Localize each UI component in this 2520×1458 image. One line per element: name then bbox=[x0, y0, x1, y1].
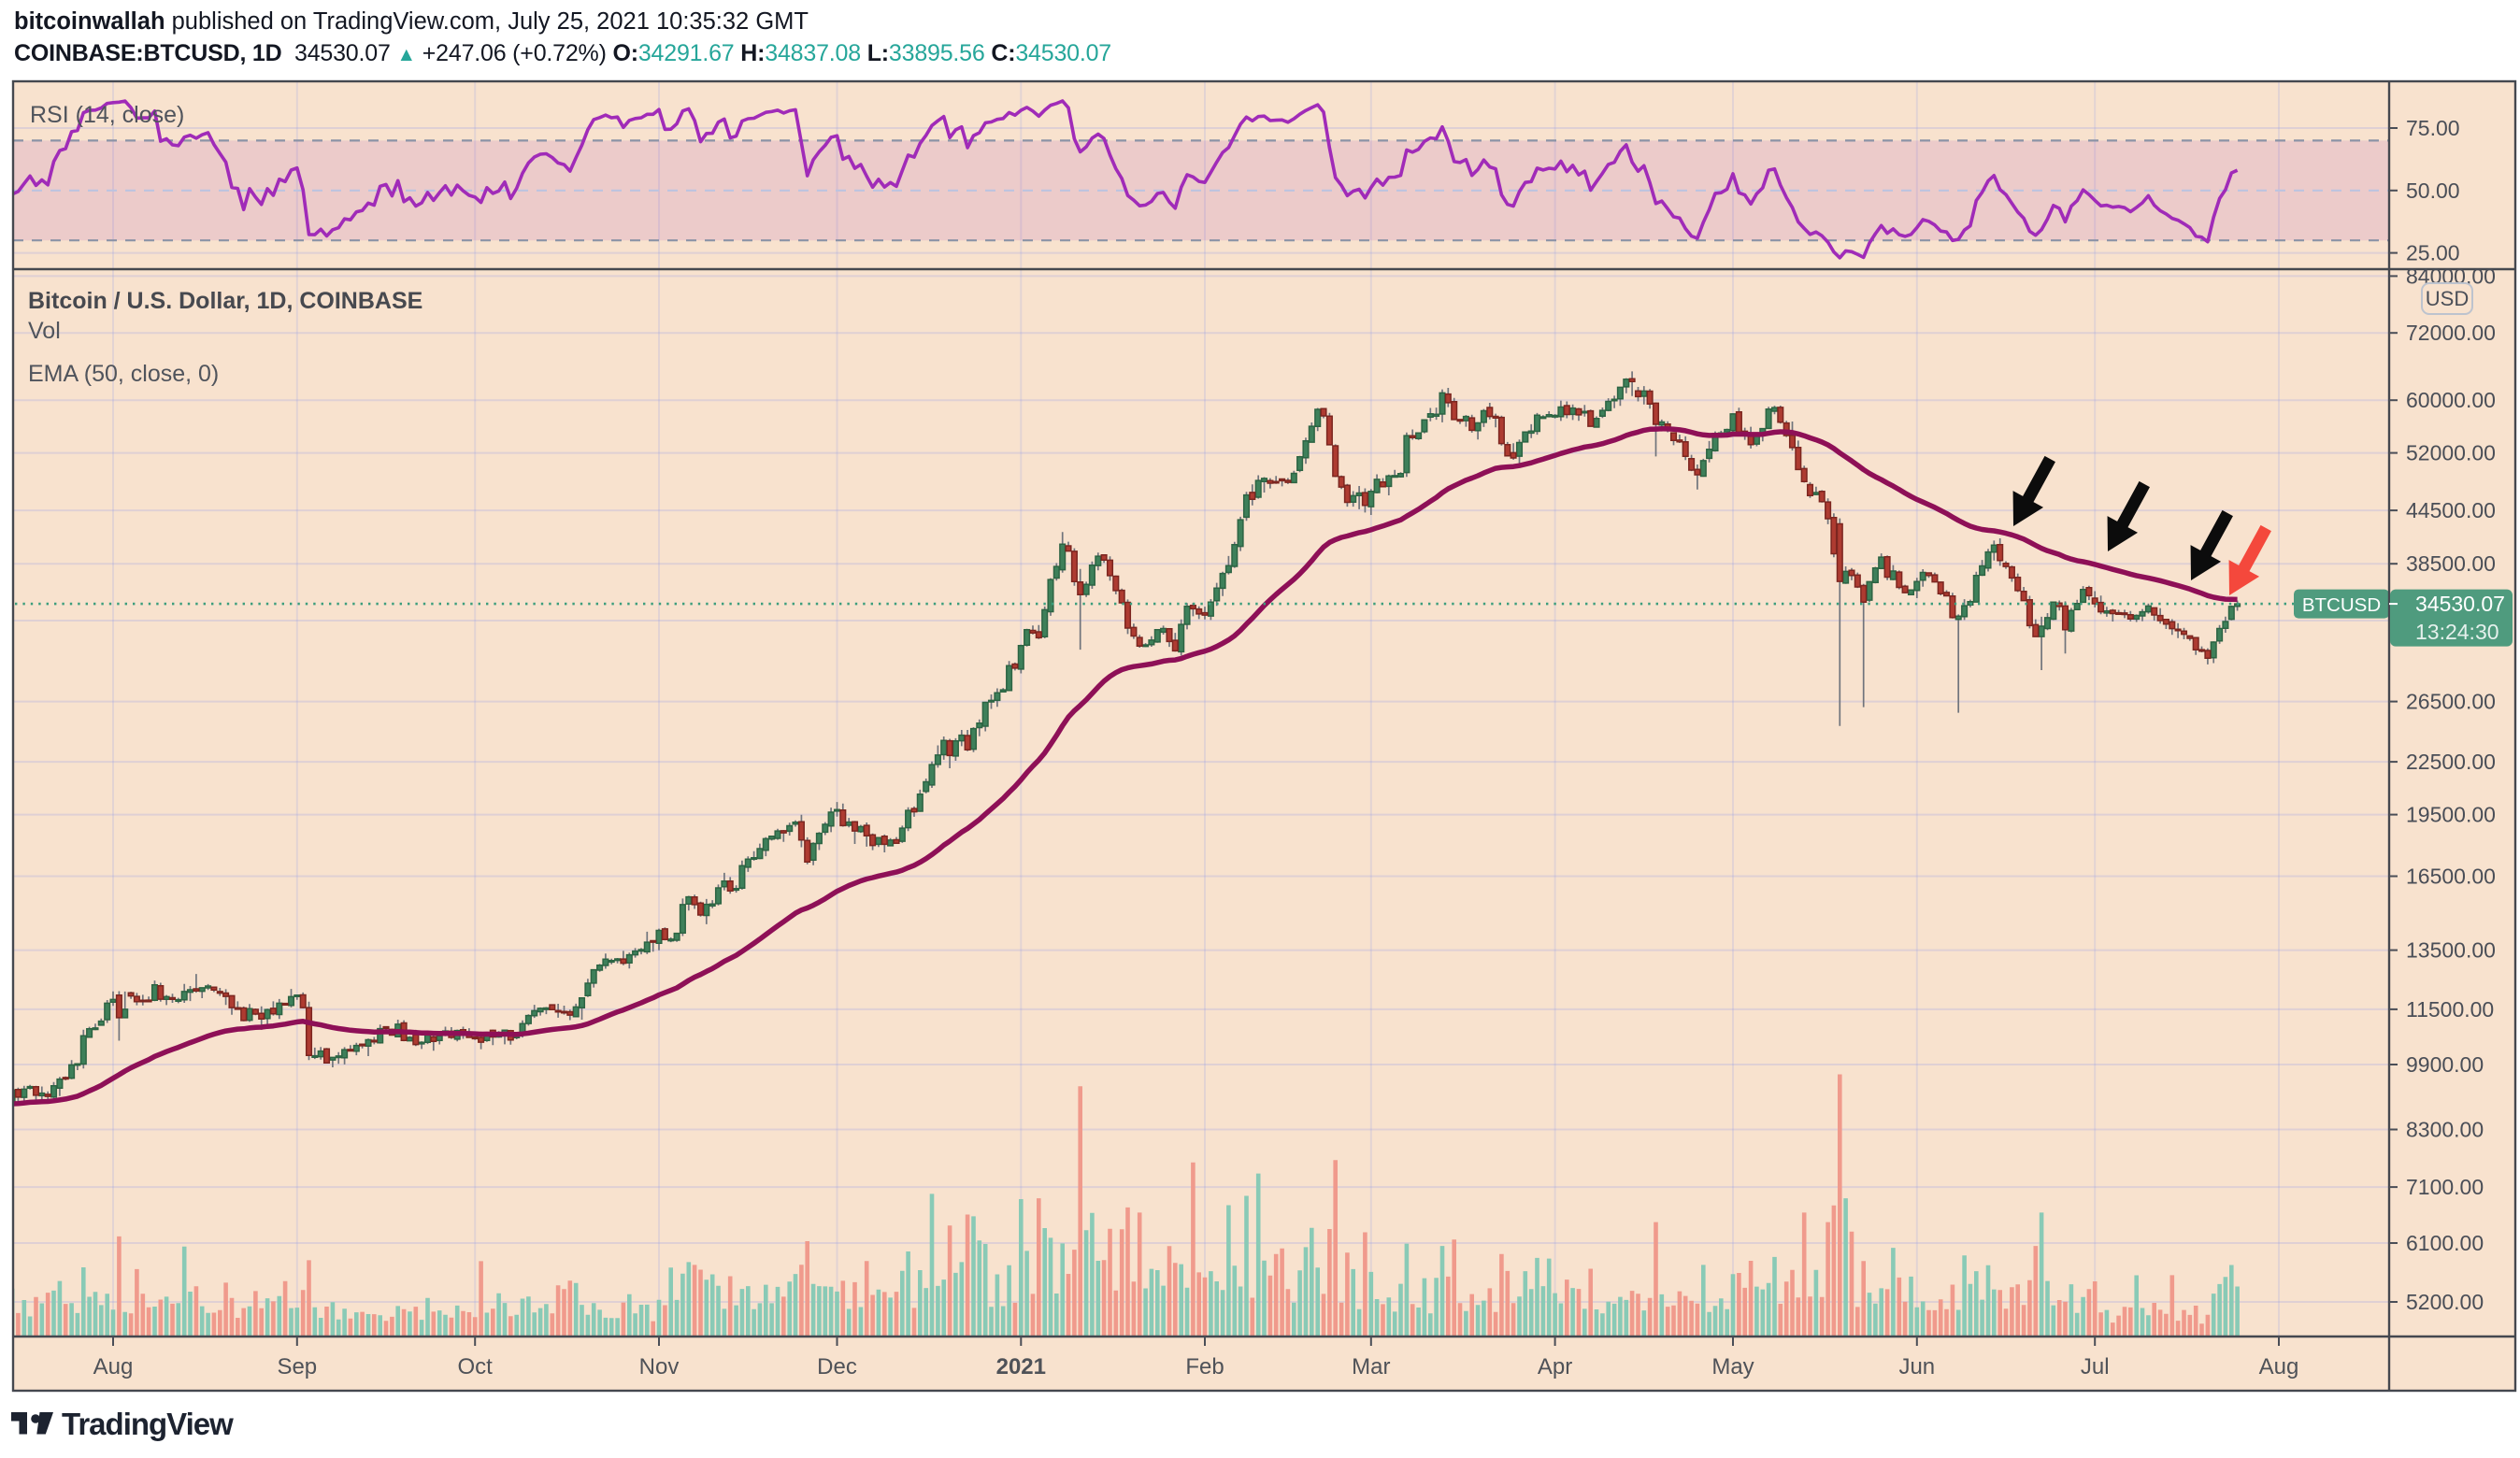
svg-text:19500.00: 19500.00 bbox=[2406, 803, 2496, 827]
svg-text:38500.00: 38500.00 bbox=[2406, 551, 2496, 576]
svg-text:44500.00: 44500.00 bbox=[2406, 498, 2496, 522]
svg-text:9900.00: 9900.00 bbox=[2406, 1052, 2484, 1077]
svg-text:50.00: 50.00 bbox=[2406, 179, 2460, 203]
svg-text:Jun: Jun bbox=[1898, 1354, 1935, 1379]
svg-text:60000.00: 60000.00 bbox=[2406, 388, 2496, 412]
svg-text:Jul: Jul bbox=[2081, 1354, 2110, 1379]
svg-text:Sep: Sep bbox=[277, 1354, 317, 1379]
svg-text:Aug: Aug bbox=[2259, 1354, 2299, 1379]
svg-text:72000.00: 72000.00 bbox=[2406, 321, 2496, 345]
svg-text:Feb: Feb bbox=[1185, 1354, 1224, 1379]
svg-text:13500.00: 13500.00 bbox=[2406, 938, 2496, 963]
svg-text:25.00: 25.00 bbox=[2406, 241, 2460, 265]
svg-text:Nov: Nov bbox=[639, 1354, 680, 1379]
svg-text:16500.00: 16500.00 bbox=[2406, 865, 2496, 889]
svg-text:Mar: Mar bbox=[1352, 1354, 1390, 1379]
svg-text:Oct: Oct bbox=[458, 1354, 494, 1379]
svg-text:11500.00: 11500.00 bbox=[2406, 997, 2494, 1022]
svg-text:75.00: 75.00 bbox=[2406, 116, 2460, 140]
svg-text:TradingView: TradingView bbox=[62, 1407, 234, 1441]
svg-text:USD: USD bbox=[2426, 287, 2469, 310]
svg-text:26500.00: 26500.00 bbox=[2406, 690, 2496, 714]
svg-text:Bitcoin / U.S. Dollar, 1D, COI: Bitcoin / U.S. Dollar, 1D, COINBASE bbox=[28, 288, 422, 314]
svg-text:EMA (50, close, 0): EMA (50, close, 0) bbox=[28, 361, 219, 387]
svg-text:7100.00: 7100.00 bbox=[2406, 1175, 2484, 1199]
svg-text:5200.00: 5200.00 bbox=[2406, 1290, 2484, 1314]
svg-text:52000.00: 52000.00 bbox=[2406, 441, 2496, 465]
svg-text:8300.00: 8300.00 bbox=[2406, 1118, 2484, 1142]
svg-text:Aug: Aug bbox=[93, 1354, 134, 1379]
svg-text:BTCUSD: BTCUSD bbox=[2302, 594, 2381, 616]
svg-text:84000.00: 84000.00 bbox=[2406, 264, 2496, 288]
svg-text:Apr: Apr bbox=[1538, 1354, 1572, 1379]
svg-text:RSI (14, close): RSI (14, close) bbox=[30, 102, 184, 128]
svg-text:22500.00: 22500.00 bbox=[2406, 750, 2496, 774]
svg-text:34530.07: 34530.07 bbox=[2415, 592, 2505, 616]
svg-text:May: May bbox=[1711, 1354, 1754, 1379]
svg-text:13:24:30: 13:24:30 bbox=[2415, 620, 2499, 644]
svg-text:Dec: Dec bbox=[817, 1354, 857, 1379]
svg-text:2021: 2021 bbox=[996, 1354, 1046, 1379]
svg-text:Vol: Vol bbox=[28, 318, 61, 344]
svg-text:6100.00: 6100.00 bbox=[2406, 1231, 2484, 1255]
